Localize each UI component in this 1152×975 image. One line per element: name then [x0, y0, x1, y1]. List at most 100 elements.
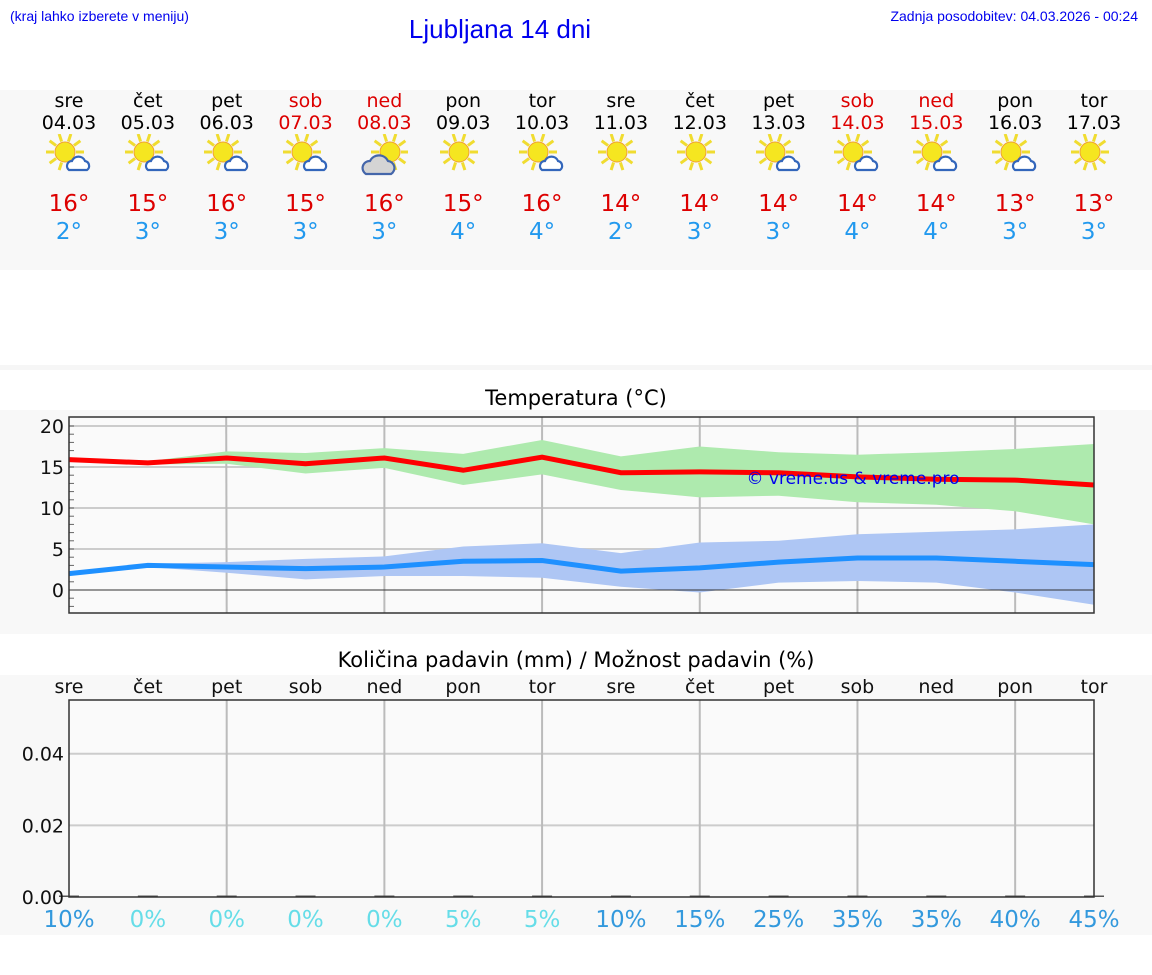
min-temp: 3° — [371, 219, 398, 245]
max-temp: 15° — [127, 191, 169, 217]
day-name: čet — [684, 90, 715, 112]
x-tick-label: pon — [445, 676, 481, 698]
day-date: 12.03 — [672, 112, 727, 134]
day-column: pet 06.03 16° 3° — [188, 90, 266, 246]
min-temp: 4° — [528, 219, 556, 245]
day-date: 14.03 — [830, 112, 885, 134]
y-tick-label: 15 — [40, 457, 64, 479]
y-tick-label: 20 — [40, 416, 64, 438]
max-temp: 14° — [837, 191, 878, 217]
min-temp: 2° — [55, 219, 83, 245]
partly-cloudy-icon — [897, 133, 975, 182]
x-tick-label: ned — [918, 676, 954, 698]
day-date: 17.03 — [1066, 112, 1122, 134]
max-temp: 16° — [48, 191, 90, 217]
day-name: sre — [54, 90, 84, 112]
precip-probability: 40% — [990, 907, 1041, 933]
day-column: sre 11.03 14° 2° — [582, 90, 660, 246]
day-column: ned 15.03 14° 4° — [897, 90, 975, 246]
last-updated: Zadnja posodobitev: 04.03.2026 - 00:24 — [890, 8, 1138, 24]
day-column: tor 10.03 16° 4° — [503, 90, 581, 246]
partly-cloudy-icon — [109, 133, 187, 182]
day-name: čet — [133, 90, 163, 112]
y-tick-label: 5 — [52, 539, 64, 561]
y-tick-label: 0.04 — [22, 744, 64, 766]
precip-probability: 0% — [366, 907, 403, 933]
min-temp: 3° — [134, 219, 161, 245]
y-tick-label: 0.00 — [22, 887, 64, 909]
precip-probability: 35% — [832, 907, 883, 933]
day-column: pon 16.03 13° 3° — [976, 90, 1054, 246]
max-temp: 16° — [206, 191, 248, 217]
plot-frame — [68, 416, 1095, 614]
day-column: ned 08.03 16° 3° — [345, 90, 423, 246]
precip-probability: 5% — [524, 907, 561, 933]
min-temp: 3° — [686, 219, 713, 245]
max-temp: 14° — [915, 191, 957, 217]
sunny-icon — [1055, 133, 1133, 182]
min-temp: 3° — [765, 219, 792, 245]
temperature-chart: © vreme.us & vreme.pro 20 15 10 5 0 — [40, 416, 1095, 614]
precip-probability: 5% — [445, 907, 482, 933]
y-tick-label: 0 — [52, 580, 64, 602]
sunny-icon — [582, 133, 660, 182]
x-tick-label: ned — [366, 676, 402, 698]
day-name: pet — [211, 90, 243, 112]
daily-forecast: sre 04.03 16° 2° čet 05.03 15° 3° pet 06.0… — [0, 90, 1152, 270]
day-column: sre 04.03 16° 2° — [30, 90, 108, 246]
precipitation-chart-title: Količina padavin (mm) / Možnost padavin … — [337, 648, 815, 672]
x-tick-label: pon — [997, 676, 1033, 698]
min-temp-line — [68, 555, 1095, 577]
day-date: 15.03 — [909, 112, 964, 134]
day-column: pet 13.03 14° 3° — [740, 90, 818, 246]
partly-cloudy-icon — [740, 133, 818, 182]
day-date: 10.03 — [514, 112, 570, 134]
x-tick-label: tor — [1081, 676, 1108, 698]
day-date: 09.03 — [436, 112, 491, 134]
day-column: sob 14.03 14° 4° — [818, 90, 896, 246]
day-date: 11.03 — [593, 112, 649, 134]
max-temp: 14° — [600, 191, 642, 217]
precip-probability: 10% — [595, 907, 646, 933]
day-date: 06.03 — [199, 112, 254, 134]
watermark: © vreme.us & vreme.pro — [746, 469, 959, 489]
max-temp: 15° — [442, 191, 484, 217]
divider — [0, 365, 1152, 370]
min-temp: 3° — [292, 219, 319, 245]
x-tick-label: čet — [685, 676, 715, 698]
location-hint: (kraj lahko izberete v meniju) — [10, 8, 189, 24]
x-tick-label: sre — [55, 676, 84, 698]
page-title: Ljubljana 14 dni — [408, 14, 592, 44]
x-tick-label: pet — [763, 676, 794, 698]
max-temp: 16° — [363, 191, 405, 217]
min-temp: 4° — [923, 219, 950, 245]
precip-probability: 35% — [911, 907, 962, 933]
day-name: sob — [288, 90, 323, 112]
day-column: sob 07.03 15° 3° — [267, 90, 345, 246]
day-name: sre — [606, 90, 636, 112]
max-temp: 14° — [758, 191, 799, 217]
sunny-icon — [424, 133, 502, 182]
day-name: sob — [840, 90, 875, 112]
gridline — [225, 416, 228, 614]
day-date: 08.03 — [357, 112, 412, 134]
x-tick-label: tor — [529, 676, 556, 698]
day-date: 07.03 — [278, 112, 333, 134]
max-temp: 16° — [521, 191, 563, 217]
temperature-chart-panel: © vreme.us & vreme.pro 20 15 10 5 0 — [0, 410, 1152, 634]
min-temp: 3° — [213, 219, 240, 245]
plot-frame — [68, 699, 1095, 898]
day-date: 05.03 — [120, 112, 176, 134]
x-tick-label: sob — [841, 676, 875, 698]
x-tick-label: čet — [133, 676, 163, 698]
day-name: pon — [445, 90, 482, 112]
x-tick-label: pet — [211, 676, 242, 698]
day-name: tor — [1080, 90, 1108, 112]
precipitation-chart: sre čet pet sob ned pon tor sre čet pet sob ned pon t… — [22, 676, 1120, 933]
day-column: čet 12.03 14° 3° — [661, 90, 739, 246]
y-tick-label: 10 — [40, 498, 64, 520]
max-temp: 13° — [1073, 191, 1115, 217]
day-column: pon 09.03 15° 4° — [424, 90, 502, 246]
max-temp: 15° — [285, 191, 326, 217]
partly-cloudy-icon — [818, 133, 896, 182]
